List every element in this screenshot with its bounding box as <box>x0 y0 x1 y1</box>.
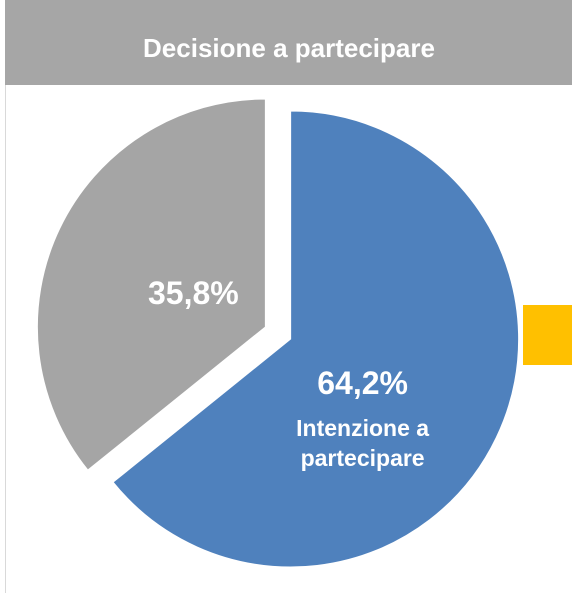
pie-slice <box>112 110 520 568</box>
category-label: Intenzione a partecipare <box>296 415 430 472</box>
value-label: 64,2% <box>317 365 408 402</box>
pie-slice <box>36 98 266 471</box>
slice-label: 35,8% <box>93 273 293 313</box>
header-bar <box>5 0 572 85</box>
slice-label: 64,2% Intenzione a partecipare <box>263 363 463 473</box>
chart-title: Decisione a partecipare <box>143 33 435 63</box>
value-label: 35,8% <box>148 274 239 311</box>
legend-marker <box>523 305 572 365</box>
